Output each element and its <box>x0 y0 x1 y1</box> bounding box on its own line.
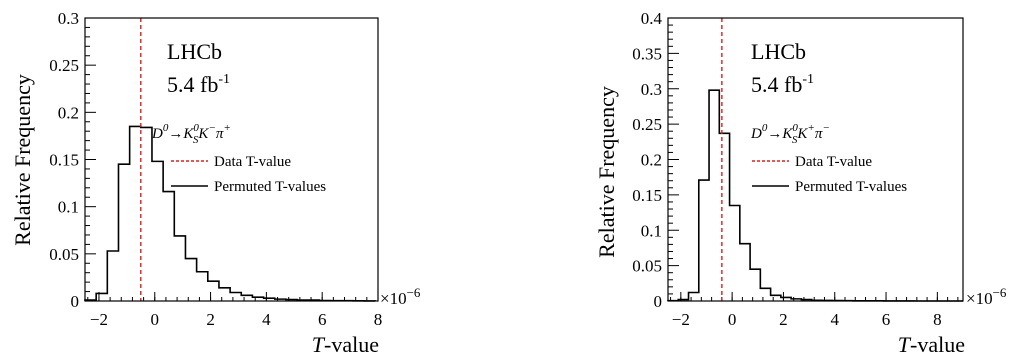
chart-left: Relative Frequency 0 0.05 0.1 0.15 0.2 0.25 0.… <box>10 9 421 357</box>
x-tick-label: 8 <box>374 310 383 329</box>
y-tick-label: 0.3 <box>641 80 662 99</box>
histogram-bin <box>689 293 699 301</box>
x-tick-label: 4 <box>830 310 839 329</box>
x-tick-label: 4 <box>262 310 271 329</box>
histogram-bin <box>719 133 729 301</box>
legend-permuted-label: Permuted T-values <box>795 179 907 195</box>
x-tick-label: 0 <box>151 310 160 329</box>
x-tick-label: 0 <box>728 310 737 329</box>
histogram-bin <box>740 244 750 301</box>
histogram-bin <box>118 164 129 301</box>
legend-permuted-label: Permuted T-values <box>214 179 326 195</box>
decay-label: D0→K0 SK−π+ <box>151 122 231 146</box>
histogram-bin <box>197 272 208 301</box>
luminosity-label: 5.4 fb-1 <box>751 72 814 97</box>
y-tick-label: 0 <box>654 292 663 311</box>
histogram-bin <box>141 127 152 301</box>
y-ticks: 0 0.05 0.1 0.15 0.2 0.25 0.3 0.35 0.4 <box>632 9 679 311</box>
histogram-bin <box>709 90 719 301</box>
permuted-t-values-histogram <box>667 89 963 302</box>
histogram-bin <box>760 288 770 301</box>
x-multiplier: ×10−6 <box>380 285 421 308</box>
x-ticks: −2 0 2 4 6 8 <box>670 292 959 329</box>
histogram-bin <box>107 251 118 301</box>
x-tick-label: 2 <box>206 310 215 329</box>
y-tick-label: 0.05 <box>632 257 662 276</box>
legend-data-label: Data T-value <box>795 154 872 170</box>
legend-data-label: Data T-value <box>214 154 291 170</box>
x-axis-label: T-value <box>312 332 379 357</box>
x-tick-label: −2 <box>672 310 690 329</box>
histogram-bin <box>152 161 163 301</box>
x-tick-label: 8 <box>933 310 942 329</box>
histogram-bin <box>241 295 252 301</box>
y-tick-label: 0.35 <box>632 44 662 63</box>
y-tick-label: 0.15 <box>632 186 662 205</box>
histogram-bin <box>208 281 219 301</box>
histogram-bin <box>163 192 174 301</box>
y-tick-label: 0.15 <box>49 151 79 170</box>
y-tick-label: 0 <box>71 292 80 311</box>
luminosity-label: 5.4 fb-1 <box>167 72 230 97</box>
y-axis-label: Relative Frequency <box>594 86 619 258</box>
x-tick-label: 2 <box>779 310 788 329</box>
x-tick-label: −2 <box>90 310 108 329</box>
y-tick-label: 0.1 <box>58 198 79 217</box>
histogram-bin <box>230 293 241 301</box>
x-tick-label: 6 <box>882 310 891 329</box>
y-tick-label: 0.3 <box>58 9 79 28</box>
x-axis-label: T-value <box>898 332 965 357</box>
histogram-bin <box>771 295 781 301</box>
histogram-bin <box>699 180 709 301</box>
decay-label: D0→K0 SK+π− <box>750 122 830 146</box>
x-multiplier: ×10−6 <box>966 285 1007 308</box>
y-tick-label: 0.25 <box>632 115 662 134</box>
histogram-bin <box>730 205 740 301</box>
y-axis-label: Relative Frequency <box>10 74 35 246</box>
chart-right: Relative Frequency 0 0.05 0.1 0.15 0.2 0.25 0.… <box>594 9 1007 357</box>
y-tick-label: 0.2 <box>58 103 79 122</box>
histogram-bin <box>750 269 760 301</box>
y-tick-label: 0.2 <box>641 151 662 170</box>
y-tick-label: 0.05 <box>49 245 79 264</box>
histogram-bins <box>85 126 375 301</box>
y-tick-label: 0.25 <box>49 56 79 75</box>
plot-frame <box>84 17 379 302</box>
histogram-bin <box>219 288 230 301</box>
histogram-bin <box>185 259 196 301</box>
histogram-bin <box>130 126 141 301</box>
y-tick-label: 0.1 <box>641 221 662 240</box>
x-ticks: −2 0 2 4 6 8 <box>87 292 383 329</box>
histogram-bin <box>174 236 185 301</box>
x-tick-label: 6 <box>318 310 327 329</box>
experiment-label: LHCb <box>751 39 806 64</box>
plot-frame <box>667 17 964 302</box>
y-ticks: 0 0.05 0.1 0.15 0.2 0.25 0.3 <box>49 9 96 311</box>
y-tick-label: 0.4 <box>641 9 663 28</box>
experiment-label: LHCb <box>167 39 222 64</box>
permuted-t-values-histogram <box>84 125 377 302</box>
histogram-bins <box>668 90 914 301</box>
histogram-bin <box>96 293 107 301</box>
